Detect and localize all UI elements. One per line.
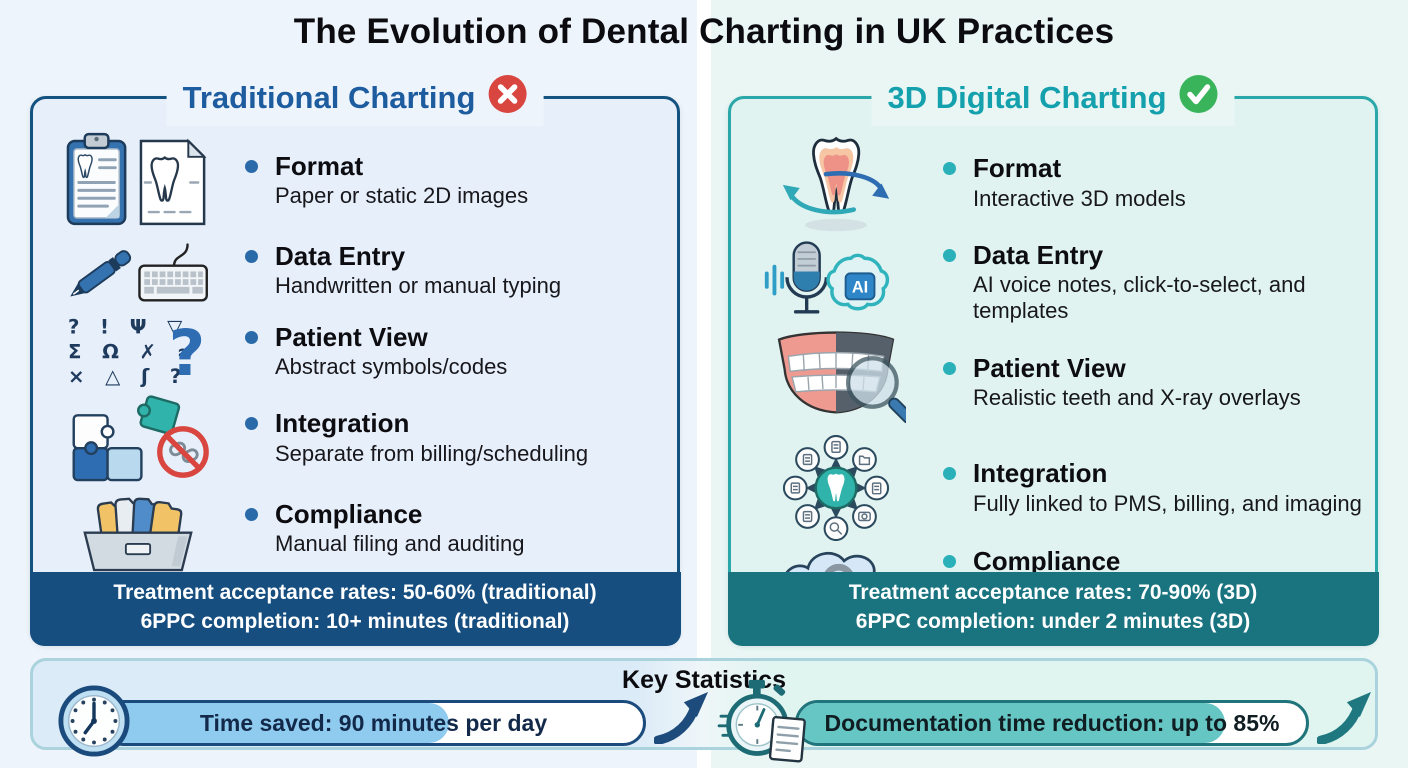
digital-header-label: 3D Digital Charting — [887, 80, 1167, 115]
item-desc: Separate from billing/scheduling — [275, 440, 589, 466]
pen-keyboard-icon — [33, 233, 243, 308]
stopwatch-document-icon — [717, 678, 811, 768]
list-item: Patient View Realistic teeth and X-ray o… — [731, 330, 1375, 435]
bullet-dot — [245, 417, 258, 431]
item-label: Integration — [973, 458, 1108, 489]
item-desc: Manual filing and auditing — [275, 531, 525, 557]
bullet-dot — [943, 248, 956, 262]
list-item: Data Entry Handwritten or manual typing — [33, 230, 677, 311]
item-label: Compliance — [973, 545, 1121, 576]
item-text: Format Interactive 3D models — [941, 154, 1363, 211]
item-text: Patient View Realistic teeth and X-ray o… — [941, 352, 1363, 411]
stat-text: Time saved: 90 minutes per day — [199, 709, 548, 736]
integration-hub-icon — [731, 435, 941, 541]
doc-reduction-progress: Documentation time reduction: up to 85% — [795, 700, 1309, 746]
bullet-dot — [245, 159, 258, 173]
traditional-header-label: Traditional Charting — [182, 80, 476, 115]
list-item: AI Data Entry AI voice notes, click-to-s… — [731, 235, 1375, 330]
item-desc: AI voice notes, click-to-select, and tem… — [973, 272, 1306, 324]
item-text: Format Paper or static 2D images — [243, 150, 665, 209]
digital-stats-banner: Treatment acceptance rates: 70-90% (3D) … — [727, 571, 1379, 646]
traditional-charting-panel: Traditional Charting — [29, 70, 681, 646]
bullet-dot — [245, 249, 258, 263]
progress-fill — [798, 703, 1225, 743]
cross-icon — [487, 74, 527, 122]
archive-folders-box-icon — [33, 484, 243, 573]
item-label: Patient View — [275, 321, 428, 352]
progress-fill — [104, 703, 449, 743]
item-desc: Abstract symbols/codes — [275, 354, 508, 380]
traditional-items: Format Paper or static 2D images — [33, 131, 677, 573]
abstract-symbols-question-icon: ? ! Ψ ▽ Σ Ω ✗ ≈ × △ ʃ ? ? — [33, 312, 243, 391]
list-item: Format Interactive 3D models — [731, 131, 1375, 235]
svg-text:Σ Ω ✗ ≈: Σ Ω ✗ ≈ — [68, 340, 200, 363]
list-item: Format Paper or static 2D images — [33, 131, 677, 230]
list-item: Integration Separate from billing/schedu… — [33, 392, 677, 484]
key-statistics-panel: Key Statistics Time saved: 90 minutes pe… — [30, 658, 1378, 762]
bullet-dot — [943, 361, 956, 375]
bullet-dot — [245, 507, 258, 521]
item-desc: Paper or static 2D images — [275, 183, 529, 209]
bullet-dot — [943, 162, 956, 176]
bullet-dot — [943, 467, 956, 481]
item-text: Data Entry AI voice notes, click-to-sele… — [941, 239, 1363, 324]
item-label: Data Entry — [973, 239, 1104, 270]
stat-text: Documentation time reduction: up to 85% — [824, 709, 1280, 736]
item-text: Compliance Manual filing and auditing — [243, 498, 665, 557]
stat-doc-time-reduction: Documentation time reduction: up to 85% — [717, 679, 1373, 762]
mic-ai-brain-icon: AI — [731, 235, 941, 330]
bullet-dot — [245, 330, 258, 344]
digital-items: Format Interactive 3D models — [731, 131, 1375, 633]
growth-arrow-icon — [1316, 691, 1373, 749]
item-desc: Interactive 3D models — [973, 185, 1186, 211]
banner-line: Treatment acceptance rates: 70-90% (3D) — [848, 580, 1258, 604]
digital-panel-header: 3D Digital Charting — [871, 70, 1235, 126]
traditional-panel-header: Traditional Charting — [166, 70, 544, 126]
jaw-xray-magnifier-icon — [731, 330, 941, 435]
item-desc: Fully linked to PMS, billing, and imagin… — [973, 490, 1362, 516]
svg-text:? ! Ψ ▽: ? ! Ψ ▽ — [68, 316, 189, 339]
item-desc: Realistic teeth and X-ray overlays — [973, 385, 1301, 411]
item-desc: Handwritten or manual typing — [275, 273, 562, 299]
banner-line: 6PPC completion: 10+ minutes (traditiona… — [140, 609, 570, 633]
banner-line: 6PPC completion: under 2 minutes (3D) — [855, 609, 1251, 633]
item-label: Data Entry — [275, 240, 406, 271]
svg-text:?: ? — [169, 316, 206, 390]
clock-icon — [57, 684, 131, 763]
list-item: Compliance Manual filing and auditing — [33, 484, 677, 573]
rotating-3d-tooth-icon — [731, 131, 941, 235]
list-item: ? ! Ψ ▽ Σ Ω ✗ ≈ × △ ʃ ? ? Patient View A… — [33, 311, 677, 392]
list-item: Integration Fully linked to PMS, billing… — [731, 435, 1375, 541]
bullet-dot — [943, 554, 956, 568]
stat-time-saved: Time saved: 90 minutes per day — [57, 684, 710, 757]
item-text: Data Entry Handwritten or manual typing — [243, 240, 665, 299]
clipboard-tooth-record-icon — [33, 131, 243, 230]
banner-line: Treatment acceptance rates: 50-60% (trad… — [113, 580, 597, 604]
digital-charting-panel: 3D Digital Charting — [727, 70, 1379, 646]
check-icon — [1179, 74, 1219, 122]
item-label: Format — [973, 153, 1062, 184]
time-saved-progress: Time saved: 90 minutes per day — [101, 700, 646, 746]
item-text: Integration Separate from billing/schedu… — [243, 409, 665, 466]
item-label: Format — [275, 150, 364, 181]
item-text: Integration Fully linked to PMS, billing… — [941, 459, 1363, 516]
traditional-stats-banner: Treatment acceptance rates: 50-60% (trad… — [29, 571, 681, 646]
page-title: The Evolution of Dental Charting in UK P… — [293, 12, 1115, 51]
item-text: Patient View Abstract symbols/codes — [243, 321, 665, 380]
item-label: Compliance — [275, 498, 423, 529]
puzzle-broken-link-icon — [33, 392, 243, 484]
svg-text:AI: AI — [852, 279, 868, 297]
center-divider — [697, 0, 711, 768]
growth-arrow-icon — [653, 691, 710, 749]
svg-text:× △ ʃ ?: × △ ʃ ? — [68, 365, 188, 388]
item-label: Integration — [275, 408, 410, 439]
item-label: Patient View — [973, 352, 1126, 383]
